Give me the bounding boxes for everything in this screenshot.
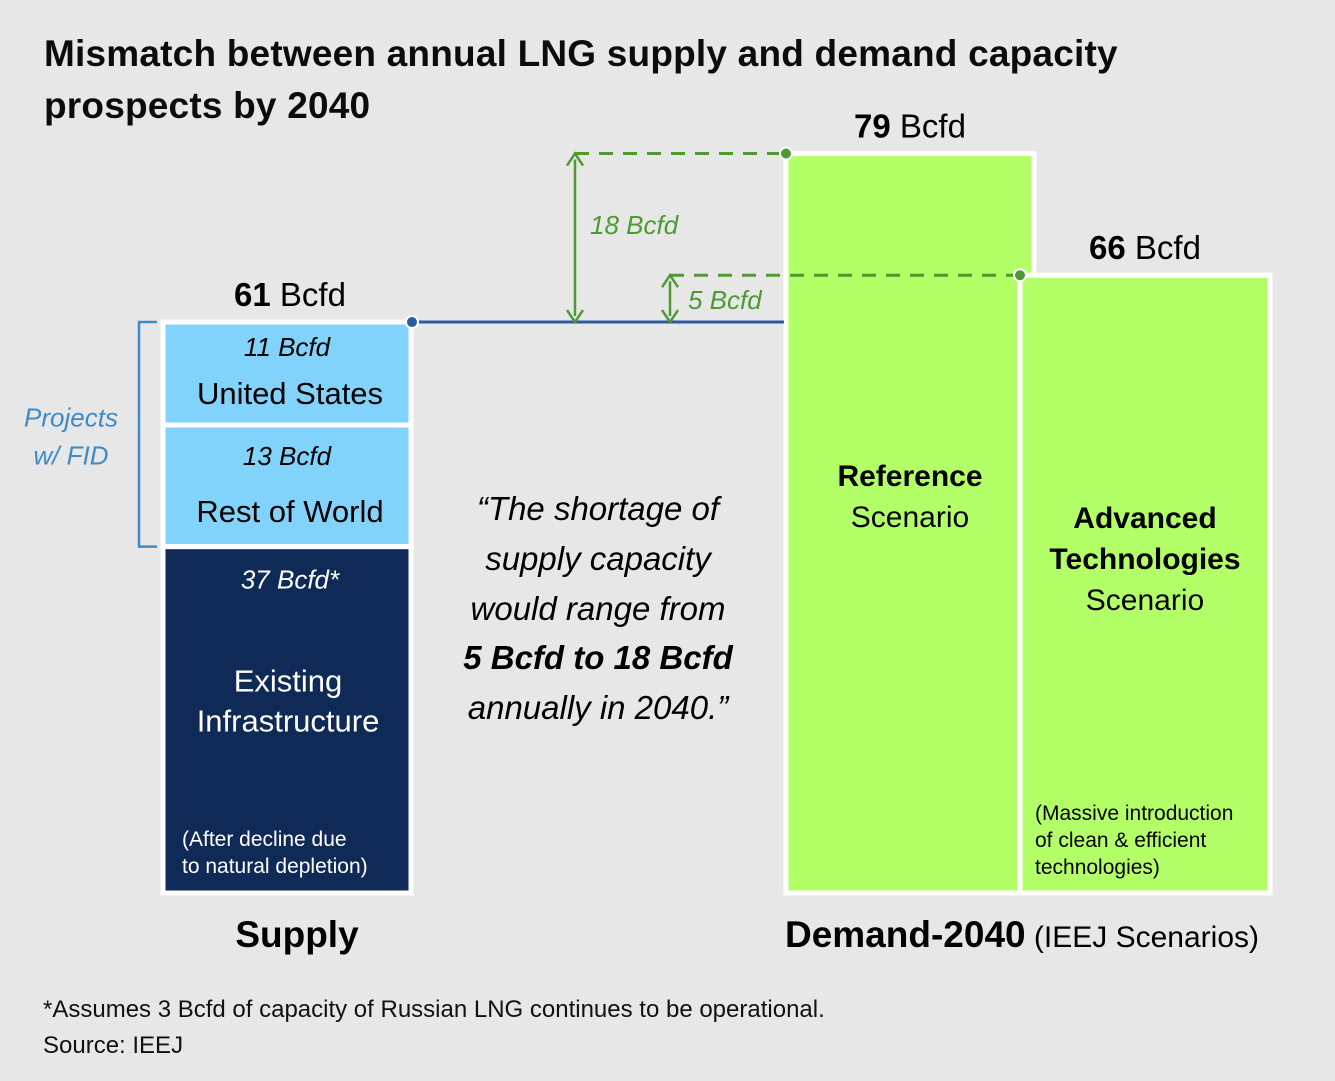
- gap-dot-reference: [779, 146, 793, 161]
- demand-axis-label-bold: Demand-2040: [785, 914, 1026, 955]
- segment-value-label-united-states: 11 Bcfd: [244, 332, 332, 362]
- supply-total-unit: Bcfd: [271, 276, 346, 313]
- segment-note-line-2: to natural depletion): [182, 855, 368, 878]
- quote-line-4: 5 Bcfd to 18 Bcfd: [463, 639, 733, 676]
- gap-arrowhead-reference-bottom: [565, 309, 585, 325]
- demand-axis-label-regular: (IEEJ Scenarios): [1026, 921, 1259, 954]
- fid-bracket-label-line-1: Projects: [24, 402, 118, 432]
- advanced-note-line-1: (Massive introduction: [1035, 802, 1233, 825]
- reference-name-bold: Reference: [837, 460, 982, 493]
- quote-line-1: “The shortage of: [477, 490, 723, 527]
- reference-total-unit: Bcfd: [891, 108, 966, 145]
- fid-bracket: [137, 320, 157, 548]
- supply-level-dot: [405, 315, 419, 330]
- segment-name-label-united-states: United States: [197, 376, 383, 411]
- advanced-total-value: 66: [1089, 229, 1126, 266]
- segment-name-label-rest-of-world: Rest of World: [196, 494, 383, 529]
- segment-value-label-rest-of-world: 13 Bcfd: [243, 441, 333, 471]
- advanced-name-bold-1: Advanced: [1073, 502, 1216, 535]
- footnotes: *Assumes 3 Bcfd of capacity of Russian L…: [43, 992, 825, 1064]
- gap-label-reference: 18 Bcfd: [590, 210, 680, 240]
- gap-arrowhead-advanced-top: [660, 272, 680, 288]
- bar-advanced-technologies-scenario: [1017, 272, 1273, 896]
- footnote-source: Source: IEEJ: [43, 1032, 184, 1059]
- segment-value-label-existing-infrastructure: 37 Bcfd*: [241, 565, 340, 595]
- reference-total-label: 79 Bcfd: [854, 108, 966, 145]
- reference-name-regular: Scenario: [851, 501, 969, 534]
- gap-label-advanced: 5 Bcfd: [688, 285, 763, 315]
- lng-chart: 11 Bcfd United States 13 Bcfd Rest of Wo…: [24, 108, 1273, 955]
- quote-line-3: would range from: [471, 590, 726, 627]
- segment-note-line-1: (After decline due: [182, 828, 347, 851]
- gap-dot-advanced: [1013, 268, 1027, 283]
- title-main: Mismatch between annual LNG supply and d…: [44, 33, 1118, 126]
- bar-segment-united-states: [160, 319, 414, 428]
- bar-reference-scenario: [783, 151, 1037, 896]
- footnote-assumption: *Assumes 3 Bcfd of capacity of Russian L…: [43, 996, 825, 1023]
- quote-line-5: annually in 2040.”: [468, 689, 731, 726]
- supply-total-value: 61: [234, 276, 271, 313]
- demand-axis-label: Demand-2040 (IEEJ Scenarios): [785, 914, 1259, 955]
- advanced-name-regular: Scenario: [1086, 584, 1204, 617]
- supply-axis-label: Supply: [235, 914, 359, 955]
- advanced-total-unit: Bcfd: [1126, 229, 1201, 266]
- advanced-name-bold-2: Technologies: [1049, 543, 1240, 576]
- reference-total-value: 79: [854, 108, 891, 145]
- quote-line-2: supply capacity: [485, 540, 713, 577]
- chart-title: Mismatch between annual LNG supply and d…: [44, 28, 1304, 132]
- advanced-note-line-2: of clean & efficient: [1035, 829, 1206, 852]
- advanced-note-line-3: technologies): [1035, 856, 1160, 879]
- gap-arrowhead-advanced-bottom: [660, 309, 680, 325]
- gap-arrowhead-reference-top: [565, 151, 585, 167]
- fid-bracket-label-line-2: w/ FID: [33, 440, 108, 470]
- segment-name-label-infrastructure: Infrastructure: [197, 704, 380, 739]
- title-year: 2040: [287, 85, 371, 126]
- advanced-total-label: 66 Bcfd: [1089, 229, 1201, 266]
- segment-name-label-existing: Existing: [234, 664, 343, 699]
- bar-segment-existing-infrastructure: [160, 544, 414, 896]
- supply-total-label: 61 Bcfd: [234, 276, 346, 313]
